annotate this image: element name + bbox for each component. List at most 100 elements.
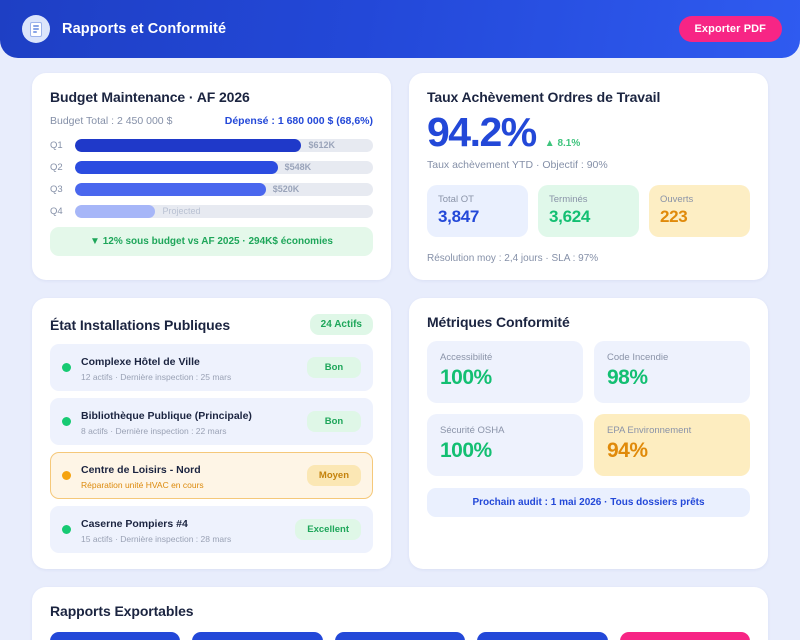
chip-label: Terminés bbox=[549, 194, 588, 206]
metric-label: Sécurité OSHA bbox=[440, 425, 505, 437]
budget-card-title: Budget Maintenance · AF 2026 bbox=[50, 89, 250, 105]
bar-fill bbox=[75, 161, 278, 174]
second-row: État Installations Publiques 24 Actifs C… bbox=[32, 298, 768, 570]
export-pdf-button[interactable]: Exporter PDF bbox=[678, 16, 782, 42]
page-title: Rapports et Conformité bbox=[62, 21, 227, 37]
work-order-chips: Total OT 3,847 Terminés 3,624 Ouverts 22… bbox=[427, 185, 750, 238]
facility-text: Caserne Pompiers #4 15 actifs · Dernière… bbox=[81, 514, 285, 544]
facility-text: Complexe Hôtel de Ville 12 actifs · Dern… bbox=[81, 352, 297, 382]
list-item[interactable]: Bibliothèque Publique (Principale) 8 act… bbox=[50, 398, 373, 446]
metric-label: Accessibilité bbox=[440, 352, 493, 364]
completion-rate-caption: Taux achèvement YTD · Objectif : 90% bbox=[427, 159, 608, 172]
report-buttons: KPI Mensuel Rapport Budget Résumé Instal… bbox=[50, 632, 750, 640]
chip-value: 223 bbox=[660, 207, 688, 227]
metric-label: Code Incendie bbox=[607, 352, 669, 364]
bar-value: Projected bbox=[162, 206, 201, 216]
bar-track: Projected bbox=[75, 205, 373, 218]
report-button-journal-conformite[interactable]: Journal Conformité bbox=[477, 632, 608, 640]
brand: Rapports et Conformité bbox=[22, 15, 226, 43]
metric-value: 94% bbox=[607, 439, 648, 463]
completion-rate-row: 94.2% ▲ 8.1% bbox=[427, 109, 750, 156]
work-order-card-title: Taux Achèvement Ordres de Travail bbox=[427, 89, 661, 105]
chip-label: Ouverts bbox=[660, 194, 694, 206]
bar-fill bbox=[75, 183, 266, 196]
document-icon bbox=[22, 15, 50, 43]
metric-fire-code: Code Incendie 98% bbox=[594, 341, 750, 404]
compliance-card-title: Métriques Conformité bbox=[427, 314, 570, 331]
savings-banner: ▼ 12% sous budget vs AF 2025 · 294K$ éco… bbox=[50, 227, 373, 256]
exportable-reports-card: Rapports Exportables KPI Mensuel Rapport… bbox=[32, 587, 768, 640]
chip-value: 3,624 bbox=[549, 207, 591, 227]
list-item[interactable]: Complexe Hôtel de Ville 12 actifs · Dern… bbox=[50, 344, 373, 392]
chip-completed: Terminés 3,624 bbox=[538, 185, 639, 238]
status-dot-icon bbox=[62, 362, 71, 372]
status-badge: Moyen bbox=[306, 464, 361, 486]
metric-label: EPA Environnement bbox=[607, 425, 692, 437]
bar-value: $612K bbox=[308, 140, 335, 150]
page-body: Budget Maintenance · AF 2026 Budget Tota… bbox=[0, 58, 800, 640]
facility-text: Bibliothèque Publique (Principale) 8 act… bbox=[81, 406, 297, 436]
facility-text: Centre de Loisirs - Nord Réparation unit… bbox=[81, 460, 297, 490]
bar-label: Q3 bbox=[50, 184, 63, 195]
facility-name: Bibliothèque Publique (Principale) bbox=[81, 410, 252, 423]
status-dot-icon bbox=[62, 524, 71, 534]
facility-name: Complexe Hôtel de Ville bbox=[81, 356, 200, 369]
bar-track: $612K bbox=[75, 139, 373, 152]
bar-label: Q2 bbox=[50, 162, 63, 173]
metric-epa-environment: EPA Environnement 94% bbox=[594, 414, 750, 477]
top-row: Budget Maintenance · AF 2026 Budget Tota… bbox=[32, 73, 768, 281]
facility-meta: 12 actifs · Dernière inspection : 25 mar… bbox=[81, 372, 232, 383]
budget-summary: Budget Total : 2 450 000 $ Dépensé : 1 6… bbox=[50, 115, 373, 127]
status-dot-icon bbox=[62, 416, 71, 426]
bar-fill bbox=[75, 139, 302, 152]
work-order-card: Taux Achèvement Ordres de Travail 94.2% … bbox=[409, 73, 768, 281]
chip-open: Ouverts 223 bbox=[649, 185, 750, 238]
status-dot-icon bbox=[62, 470, 71, 480]
compliance-metrics: Accessibilité 100% Code Incendie 98% Séc… bbox=[427, 341, 750, 477]
budget-bar-row: Q1 $612K bbox=[50, 139, 373, 152]
facility-name: Caserne Pompiers #4 bbox=[81, 518, 188, 531]
list-item-highlighted[interactable]: Centre de Loisirs - Nord Réparation unit… bbox=[50, 452, 373, 500]
bar-label: Q4 bbox=[50, 206, 63, 217]
metric-value: 100% bbox=[440, 439, 492, 463]
budget-bar-row: Q2 $548K bbox=[50, 161, 373, 174]
budget-bar-row: Q3 $520K bbox=[50, 183, 373, 196]
facility-meta: 8 actifs · Dernière inspection : 22 mars bbox=[81, 426, 227, 437]
status-badge: Excellent bbox=[295, 518, 361, 540]
bar-track: $548K bbox=[75, 161, 373, 174]
facilities-card-title: État Installations Publiques bbox=[50, 316, 231, 333]
exportable-reports-title: Rapports Exportables bbox=[50, 603, 194, 620]
budget-bar-row: Q4 Projected bbox=[50, 205, 373, 218]
completion-rate-value: 94.2% bbox=[427, 109, 537, 155]
facilities-card: État Installations Publiques 24 Actifs C… bbox=[32, 298, 391, 570]
budget-card: Budget Maintenance · AF 2026 Budget Tota… bbox=[32, 73, 391, 281]
budget-bars: Q1 $612K Q2 $548K Q3 bbox=[50, 139, 373, 218]
bar-track: $520K bbox=[75, 183, 373, 196]
status-badge: Bon bbox=[307, 410, 361, 432]
app-header: Rapports et Conformité Exporter PDF bbox=[0, 0, 800, 58]
bar-value: $548K bbox=[284, 162, 312, 172]
trend-indicator: ▲ 8.1% bbox=[544, 138, 581, 149]
metric-value: 98% bbox=[607, 366, 648, 390]
work-order-footnote: Résolution moy : 2,4 jours · SLA : 97% bbox=[427, 253, 599, 265]
report-button-resume-installation[interactable]: Résumé Installation bbox=[334, 632, 466, 640]
facility-meta: 15 actifs · Dernière inspection : 28 mar… bbox=[81, 534, 232, 545]
facilities-card-head: État Installations Publiques 24 Actifs bbox=[50, 314, 373, 336]
chip-total-ot: Total OT 3,847 bbox=[427, 185, 528, 238]
report-button-kpi-mensuel[interactable]: KPI Mensuel bbox=[50, 632, 181, 640]
list-item[interactable]: Caserne Pompiers #4 15 actifs · Dernière… bbox=[50, 506, 373, 554]
metric-osha-safety: Sécurité OSHA 100% bbox=[427, 414, 583, 477]
active-assets-badge: 24 Actifs bbox=[309, 314, 373, 336]
budget-spent-label: Dépensé : 1 680 000 $ (68,6%) bbox=[224, 115, 373, 127]
budget-total-label: Budget Total : 2 450 000 $ bbox=[50, 115, 173, 127]
chip-value: 3,847 bbox=[438, 207, 480, 227]
next-audit-banner: Prochain audit : 1 mai 2026 · Tous dossi… bbox=[427, 488, 750, 518]
metric-value: 100% bbox=[440, 366, 492, 390]
report-button-personnalise[interactable]: Personnalisé + bbox=[619, 632, 750, 640]
compliance-card: Métriques Conformité Accessibilité 100% … bbox=[409, 298, 768, 570]
bar-label: Q1 bbox=[50, 140, 63, 151]
report-button-rapport-budget[interactable]: Rapport Budget bbox=[192, 632, 323, 640]
facility-meta: Réparation unité HVAC en cours bbox=[81, 480, 204, 491]
status-badge: Bon bbox=[307, 356, 361, 378]
bar-value: $520K bbox=[272, 184, 300, 194]
